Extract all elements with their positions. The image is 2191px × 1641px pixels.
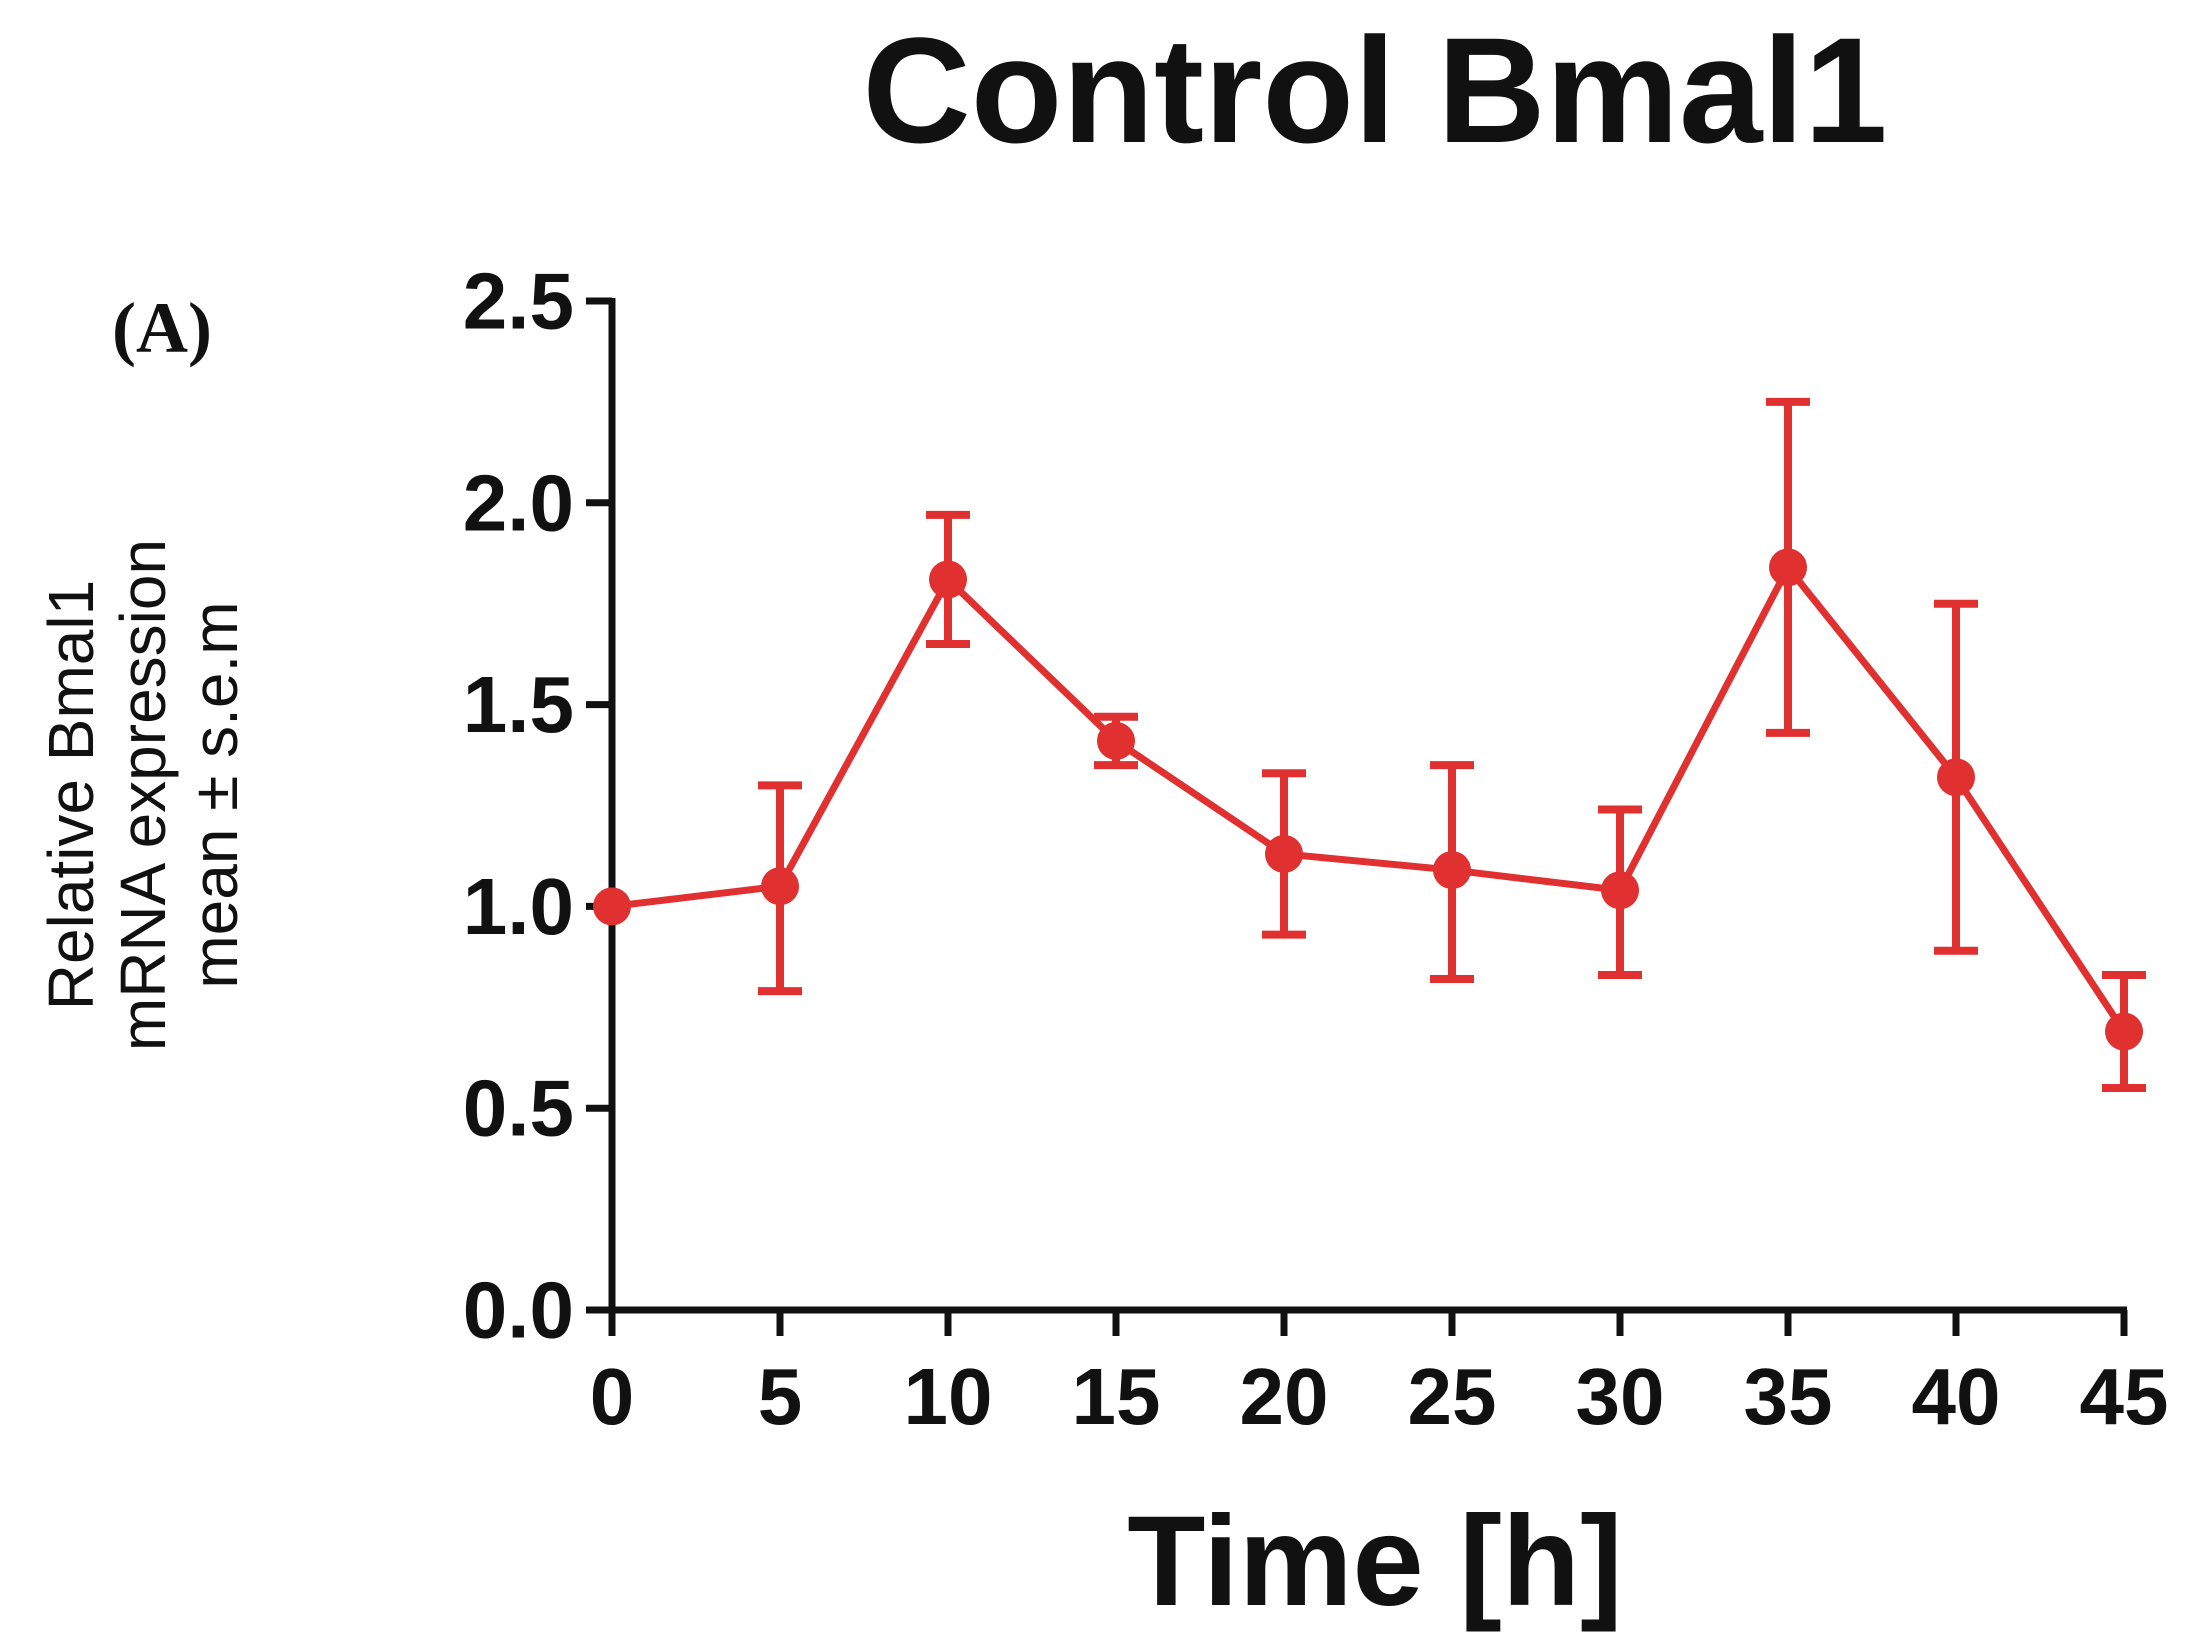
data-point [593,887,631,926]
x-tick-label: 10 [904,1352,993,1441]
panel-label: (A) [112,288,212,368]
x-tick-label: 5 [758,1352,803,1441]
y-tick-label: 1.5 [463,660,574,749]
data-point [1097,721,1135,760]
data-point [1433,851,1471,890]
x-axis: 0 5 10 15 20 25 30 35 40 45 [590,1306,2169,1441]
y-tick-label: 2.5 [463,257,574,346]
data-point [929,560,967,599]
x-tick-label: 40 [1912,1352,2001,1441]
data-point [761,867,799,906]
y-axis-label-line-1: Relative Bmal1 [35,580,107,1010]
data-point [1265,834,1303,873]
x-axis-label: Time [h] [1127,1490,1622,1633]
x-tick-label: 25 [1408,1352,1497,1441]
x-tick-label: 15 [1072,1352,1161,1441]
x-tick-label: 0 [590,1352,635,1441]
series-line [611,563,2127,1034]
y-tick-label: 0.0 [463,1266,574,1355]
series-layer [593,397,2146,1093]
y-axis-label: Relative Bmal1 mRNA expression mean ± s.… [35,539,251,1051]
x-tick-label: 45 [2080,1352,2169,1441]
y-tick-label: 0.5 [463,1064,574,1153]
x-tick-label: 30 [1576,1352,1665,1441]
y-tick-label: 2.0 [463,458,574,547]
x-tick-label: 35 [1744,1352,1833,1441]
data-point [2105,1012,2143,1051]
chart-title: Control Bmal1 [862,6,1887,174]
x-tick-label: 20 [1240,1352,1329,1441]
y-axis-label-line-2: mRNA expression [107,539,179,1051]
y-tick-label: 1.0 [463,862,574,951]
data-point [1601,871,1639,910]
y-axis: 0.0 0.5 1.0 1.5 2.0 2.5 [463,257,616,1355]
data-point [1769,548,1807,587]
data-point [1937,758,1975,797]
y-axis-label-line-3: mean ± s.e.m [179,601,251,988]
